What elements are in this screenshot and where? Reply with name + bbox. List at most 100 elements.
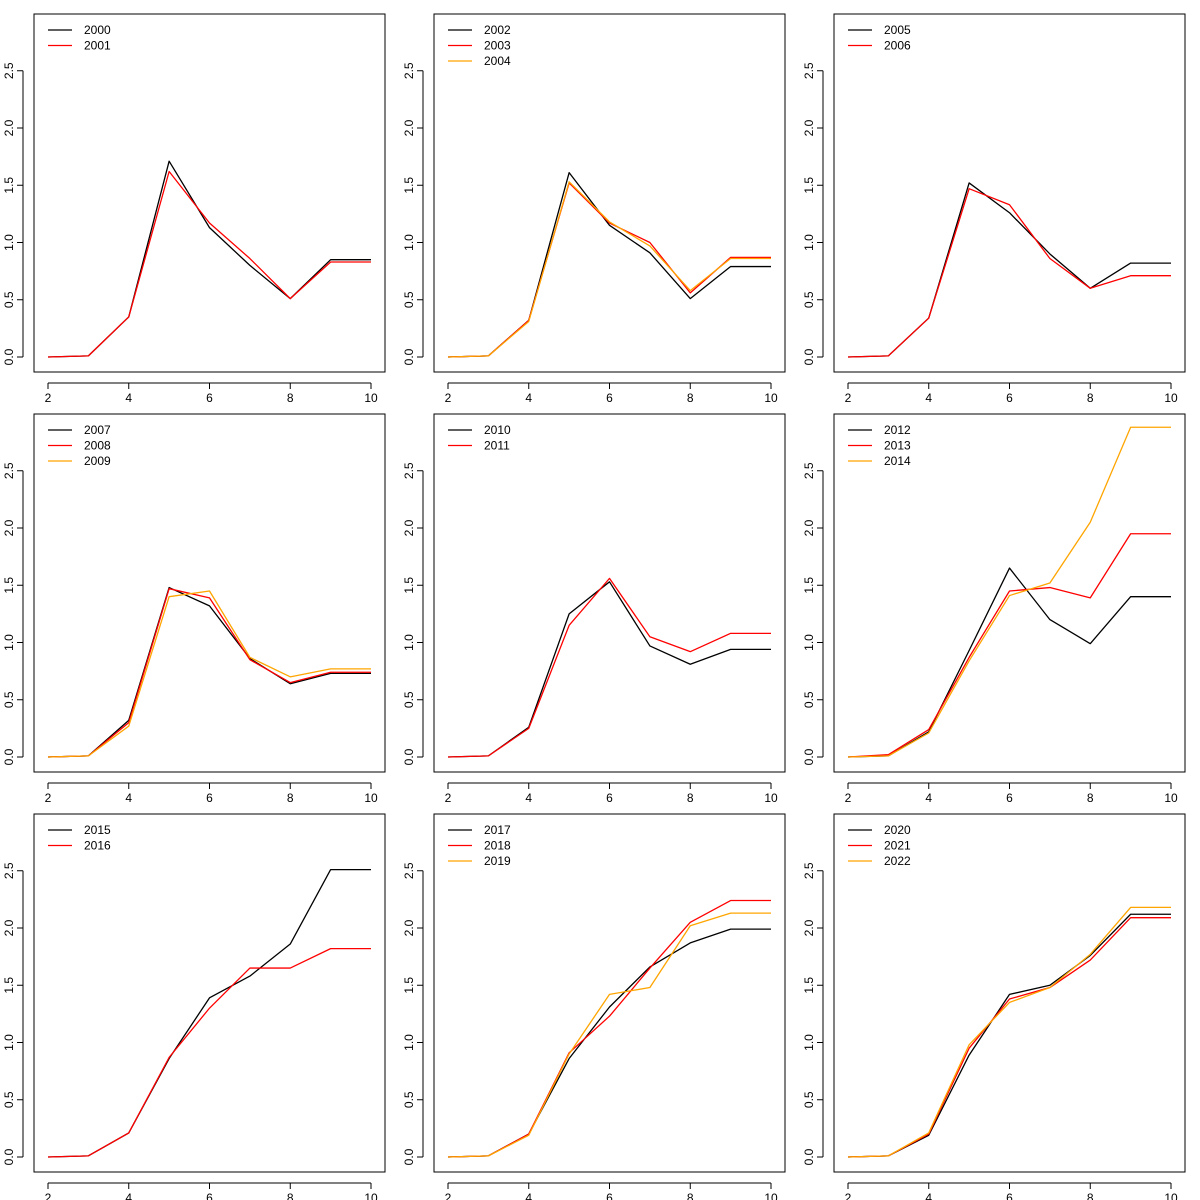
series-line — [47, 160, 371, 358]
y-tick-label: 2.0 — [402, 919, 416, 936]
legend-label: 2008 — [84, 439, 111, 453]
plot-frame — [433, 13, 786, 373]
plot-frame — [433, 813, 786, 1173]
legend-label: 2009 — [84, 454, 111, 468]
x-tick-label: 2 — [845, 391, 852, 405]
plot-frame — [33, 413, 386, 773]
y-tick-label: 0.5 — [2, 291, 16, 308]
x-tick-label: 10 — [1164, 791, 1178, 805]
x-tick-label: 2 — [445, 391, 452, 405]
x-tick-label: 4 — [925, 1191, 932, 1200]
x-tick-label: 4 — [125, 791, 132, 805]
x-tick-label: 8 — [1087, 1191, 1094, 1200]
legend-label: 2019 — [484, 854, 511, 868]
x-tick-label: 8 — [687, 391, 694, 405]
legend-label: 2017 — [484, 823, 511, 837]
legend-label: 2005 — [884, 23, 911, 37]
y-tick-label: 0.0 — [802, 348, 816, 365]
y-tick-label: 0.0 — [402, 748, 416, 765]
series-line — [447, 181, 771, 358]
y-tick-label: 1.0 — [802, 234, 816, 251]
series-line — [447, 577, 771, 758]
y-tick-label: 1.0 — [402, 1034, 416, 1051]
chart-panel: 0.0 0.5 1.0 1.5 2.0 2.5 2 4 6 8 10 2015 2016 — [2, 813, 386, 1200]
x-tick-label: 4 — [525, 791, 532, 805]
y-tick-label: 2.5 — [402, 862, 416, 879]
legend-label: 2018 — [484, 839, 511, 853]
plot-frame — [33, 813, 386, 1173]
y-tick-label: 1.5 — [2, 977, 16, 994]
y-tick-label: 1.5 — [402, 177, 416, 194]
x-tick-label: 10 — [364, 1191, 378, 1200]
x-tick-label: 6 — [1006, 791, 1013, 805]
x-tick-label: 8 — [287, 1191, 294, 1200]
x-tick-label: 6 — [606, 1191, 613, 1200]
series-line — [847, 426, 1171, 758]
y-tick-label: 1.5 — [402, 577, 416, 594]
series-line — [47, 590, 371, 758]
x-tick-label: 10 — [764, 791, 778, 805]
x-tick-label: 8 — [687, 791, 694, 805]
y-tick-label: 0.0 — [2, 348, 16, 365]
x-tick-label: 10 — [764, 391, 778, 405]
y-tick-label: 1.5 — [802, 177, 816, 194]
x-tick-label: 4 — [525, 1191, 532, 1200]
series-line — [447, 182, 771, 358]
x-tick-label: 4 — [525, 391, 532, 405]
y-tick-label: 2.5 — [802, 862, 816, 879]
y-tick-label: 2.0 — [802, 119, 816, 136]
x-tick-label: 2 — [45, 1191, 52, 1200]
series-line — [447, 581, 771, 758]
x-tick-label: 8 — [687, 1191, 694, 1200]
y-tick-label: 0.5 — [402, 1091, 416, 1108]
y-tick-label: 0.5 — [2, 1091, 16, 1108]
legend-label: 2010 — [484, 423, 511, 437]
legend-label: 2007 — [84, 423, 111, 437]
plot-frame — [33, 13, 386, 373]
x-tick-label: 6 — [1006, 391, 1013, 405]
series-line — [47, 947, 371, 1158]
plot-frame — [833, 413, 1186, 773]
x-tick-label: 10 — [364, 791, 378, 805]
y-tick-label: 0.5 — [802, 1091, 816, 1108]
x-tick-label: 2 — [45, 791, 52, 805]
x-tick-label: 10 — [764, 1191, 778, 1200]
plot-frame — [833, 813, 1186, 1173]
x-tick-label: 2 — [845, 1191, 852, 1200]
y-tick-label: 0.0 — [402, 348, 416, 365]
legend-label: 2012 — [884, 423, 911, 437]
x-tick-label: 8 — [287, 391, 294, 405]
x-tick-label: 6 — [606, 791, 613, 805]
y-tick-label: 0.5 — [402, 291, 416, 308]
y-tick-label: 0.0 — [802, 1148, 816, 1165]
y-tick-label: 2.0 — [802, 519, 816, 536]
legend-label: 2016 — [84, 839, 111, 853]
legend-label: 2014 — [884, 454, 911, 468]
x-tick-label: 10 — [364, 391, 378, 405]
chart-panel: 0.0 0.5 1.0 1.5 2.0 2.5 2 4 6 8 10 2005 2006 — [802, 13, 1186, 405]
chart-panel: 0.0 0.5 1.0 1.5 2.0 2.5 2 4 6 8 10 2010 2011 — [402, 413, 786, 805]
x-tick-label: 4 — [125, 1191, 132, 1200]
series-line — [447, 928, 771, 1158]
y-tick-label: 2.5 — [802, 62, 816, 79]
y-tick-label: 2.0 — [2, 119, 16, 136]
y-tick-label: 2.0 — [2, 519, 16, 536]
y-tick-label: 0.5 — [402, 691, 416, 708]
x-tick-label: 4 — [125, 391, 132, 405]
plot-frame — [433, 413, 786, 773]
y-tick-label: 2.5 — [2, 462, 16, 479]
x-tick-label: 6 — [606, 391, 613, 405]
y-tick-label: 1.0 — [2, 634, 16, 651]
y-tick-label: 0.0 — [2, 1148, 16, 1165]
legend-label: 2002 — [484, 23, 511, 37]
legend-label: 2021 — [884, 839, 911, 853]
x-tick-label: 4 — [925, 791, 932, 805]
series-line — [47, 586, 371, 758]
legend-label: 2004 — [484, 54, 511, 68]
y-tick-label: 0.0 — [402, 1148, 416, 1165]
y-tick-label: 2.0 — [402, 119, 416, 136]
